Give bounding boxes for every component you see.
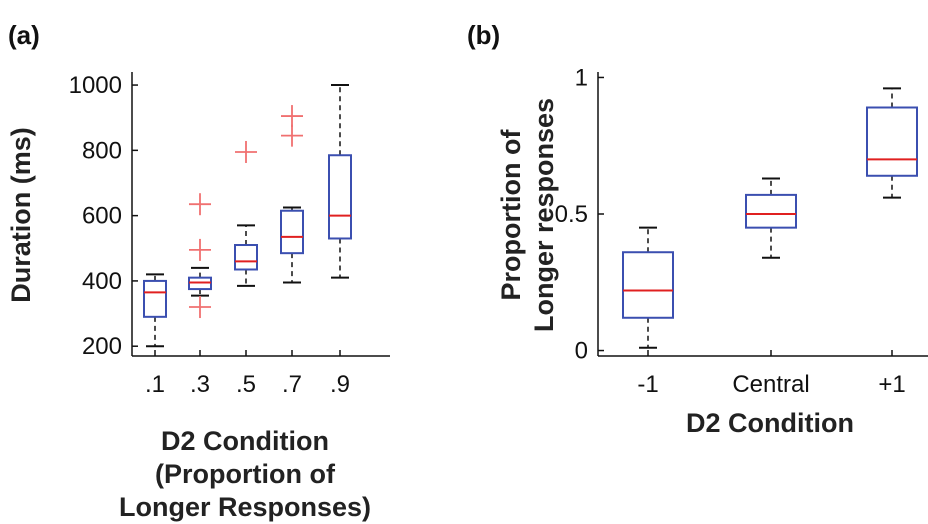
y-axis-title-line: Longer responses <box>529 98 559 332</box>
y-tick-label: 200 <box>82 333 122 360</box>
x-tick-label: .5 <box>236 371 256 398</box>
box-2 <box>745 177 797 259</box>
x-axis-title-line: (Proportion of <box>155 459 336 489</box>
box-4 <box>280 105 304 284</box>
y-tick-label: 1000 <box>69 72 122 99</box>
x-tick-label: .3 <box>190 371 210 398</box>
panel-label-a: (a) <box>8 20 40 50</box>
y-tick-label: 800 <box>82 137 122 164</box>
box-5 <box>328 84 352 279</box>
y-tick-label: 600 <box>82 203 122 230</box>
iqr-box <box>745 193 797 229</box>
y-axis-title-line: Proportion of <box>496 129 526 301</box>
x-tick-label: Central <box>732 371 809 398</box>
x-axis-title-line: Longer Responses) <box>119 492 371 522</box>
x-axis-title: D2 Condition (Proportion of Longer Respo… <box>119 426 371 522</box>
chart-panel-a: Duration (ms) D2 Condition (Proportion o… <box>6 72 390 522</box>
x-tick-label: -1 <box>637 371 658 398</box>
iqr-box <box>234 244 258 271</box>
x-tick-label: .9 <box>330 371 350 398</box>
y-tick-label: 0.5 <box>555 201 588 228</box>
y-tick-label: 0 <box>575 338 588 365</box>
y-tick-label: 1 <box>575 64 588 91</box>
box-2 <box>188 193 212 319</box>
box-1 <box>143 273 167 348</box>
chart-panel-b: Proportion of Longer responses D2 Condit… <box>496 64 928 438</box>
box-3 <box>866 87 918 199</box>
outlier-marker <box>189 193 211 216</box>
x-tick-label: +1 <box>878 371 905 398</box>
x-axis-title: D2 Condition <box>686 408 854 438</box>
x-tick-label: .1 <box>145 371 165 398</box>
outlier-marker <box>281 105 303 128</box>
outlier-marker <box>189 238 211 261</box>
iqr-box <box>866 106 918 177</box>
iqr-box <box>143 279 167 318</box>
y-axis-title: Proportion of Longer responses <box>496 98 559 332</box>
y-axis-title-line: Duration (ms) <box>6 127 36 303</box>
y-tick-label: 400 <box>82 268 122 295</box>
x-axis-title-line: D2 Condition <box>161 426 329 456</box>
outlier-marker <box>189 296 211 319</box>
box-3 <box>234 140 258 287</box>
iqr-box <box>280 209 304 255</box>
outlier-marker <box>281 124 303 147</box>
x-tick-label: .7 <box>282 371 302 398</box>
iqr-box <box>328 154 352 240</box>
outlier-marker <box>235 140 257 163</box>
box-1 <box>622 226 674 349</box>
iqr-box <box>622 251 674 319</box>
panel-label-b: (b) <box>467 20 500 50</box>
y-axis-title: Duration (ms) <box>6 127 36 303</box>
